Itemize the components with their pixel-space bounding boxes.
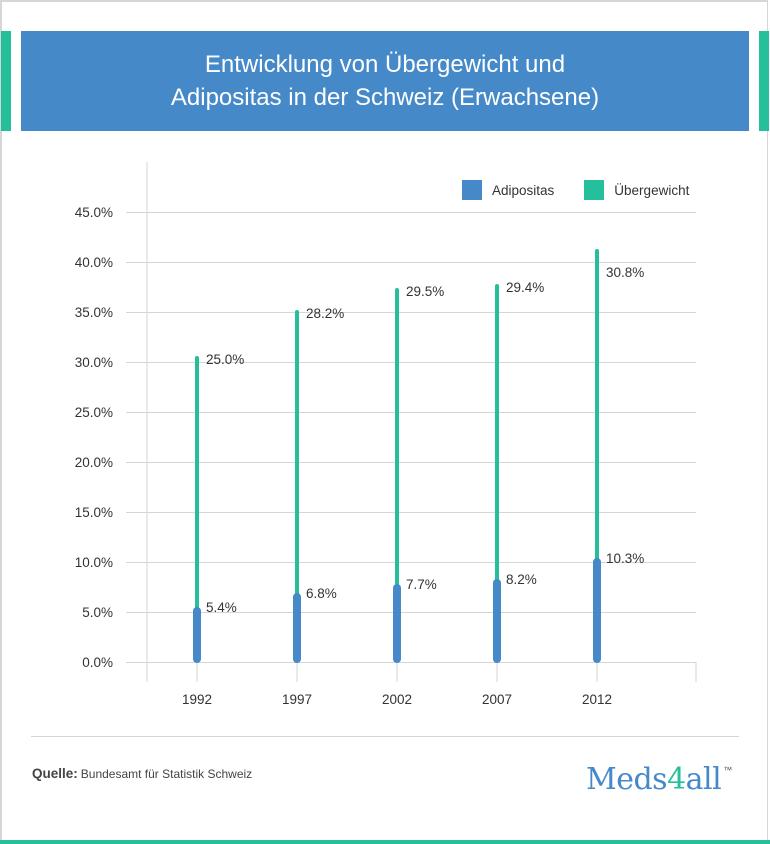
left-accent-bar [1,31,11,131]
x-tick-label: 1997 [282,692,312,707]
legend-label-adipositas: Adipositas [492,182,555,198]
legend-item-uebergewicht: Übergewicht [584,180,689,200]
data-labels: 5.4% 25.0% 6.8% 28.2% 7.7% 29.5% 8.2% 29.4% 10.3… [206,265,644,615]
y-tick-label: 30.0% [75,355,113,370]
bars [193,249,601,663]
y-axis: 0.0% 5.0% 10.0% 15.0% 20.0% 25.0% 30.0% 35.0% 40… [75,205,113,670]
data-label-uebergewicht: 25.0% [206,352,244,367]
y-tick-label: 35.0% [75,305,113,320]
bottom-accent-strip [0,840,770,844]
logo-text-all: all [685,762,722,797]
data-label-adipositas: 6.8% [306,586,337,601]
y-tick-label: 0.0% [82,655,113,670]
x-tick-label: 2007 [482,692,512,707]
logo-text-meds: Meds [586,762,668,797]
legend: Adipositas Übergewicht [462,180,689,200]
data-label-uebergewicht: 29.4% [506,280,544,295]
chart: 0.0% 5.0% 10.0% 15.0% 20.0% 25.0% 30.0% 35.0% 40… [75,162,697,707]
chart-title-line-2: Adipositas in der Schweiz (Erwachsene) [170,84,600,111]
right-accent-bar [759,31,769,131]
data-label-adipositas: 5.4% [206,600,237,615]
y-tick-label: 20.0% [75,455,113,470]
x-tick-label: 1992 [182,692,212,707]
x-axis: 1992 1997 2002 2007 2012 [182,692,612,707]
source-text: Bundesamt für Statistik Schweiz [80,767,253,781]
legend-item-adipositas: Adipositas [462,180,554,200]
trademark-symbol: ™ [723,765,732,775]
meds4all-logo: Meds4all ™ [586,762,732,797]
grid [126,162,697,682]
title-banner: Entwicklung von Übergewicht und Adiposit… [21,31,749,131]
y-tick-label: 15.0% [75,505,113,520]
y-tick-label: 40.0% [75,255,113,270]
logo-text-4: 4 [667,762,686,797]
data-label-uebergewicht: 28.2% [306,306,344,321]
legend-label-uebergewicht: Übergewicht [614,182,690,198]
y-tick-label: 5.0% [82,605,113,620]
data-label-adipositas: 10.3% [606,551,644,566]
data-label-uebergewicht: 29.5% [406,284,444,299]
y-tick-label: 25.0% [75,405,113,420]
data-label-adipositas: 8.2% [506,572,537,587]
source-note: Quelle: Bundesamt für Statistik Schweiz [32,766,252,781]
data-label-uebergewicht: 30.8% [606,265,644,280]
chart-title-line-1: Entwicklung von Übergewicht und [204,51,566,78]
y-tick-label: 10.0% [75,555,113,570]
data-label-adipositas: 7.7% [406,577,437,592]
x-tick-label: 2012 [582,692,612,707]
legend-swatch-uebergewicht [584,180,605,200]
footer-divider [31,736,739,737]
source-label: Quelle: [32,766,78,781]
x-tick-label: 2002 [382,692,412,707]
legend-swatch-adipositas [462,180,482,200]
y-tick-label: 45.0% [75,205,113,220]
